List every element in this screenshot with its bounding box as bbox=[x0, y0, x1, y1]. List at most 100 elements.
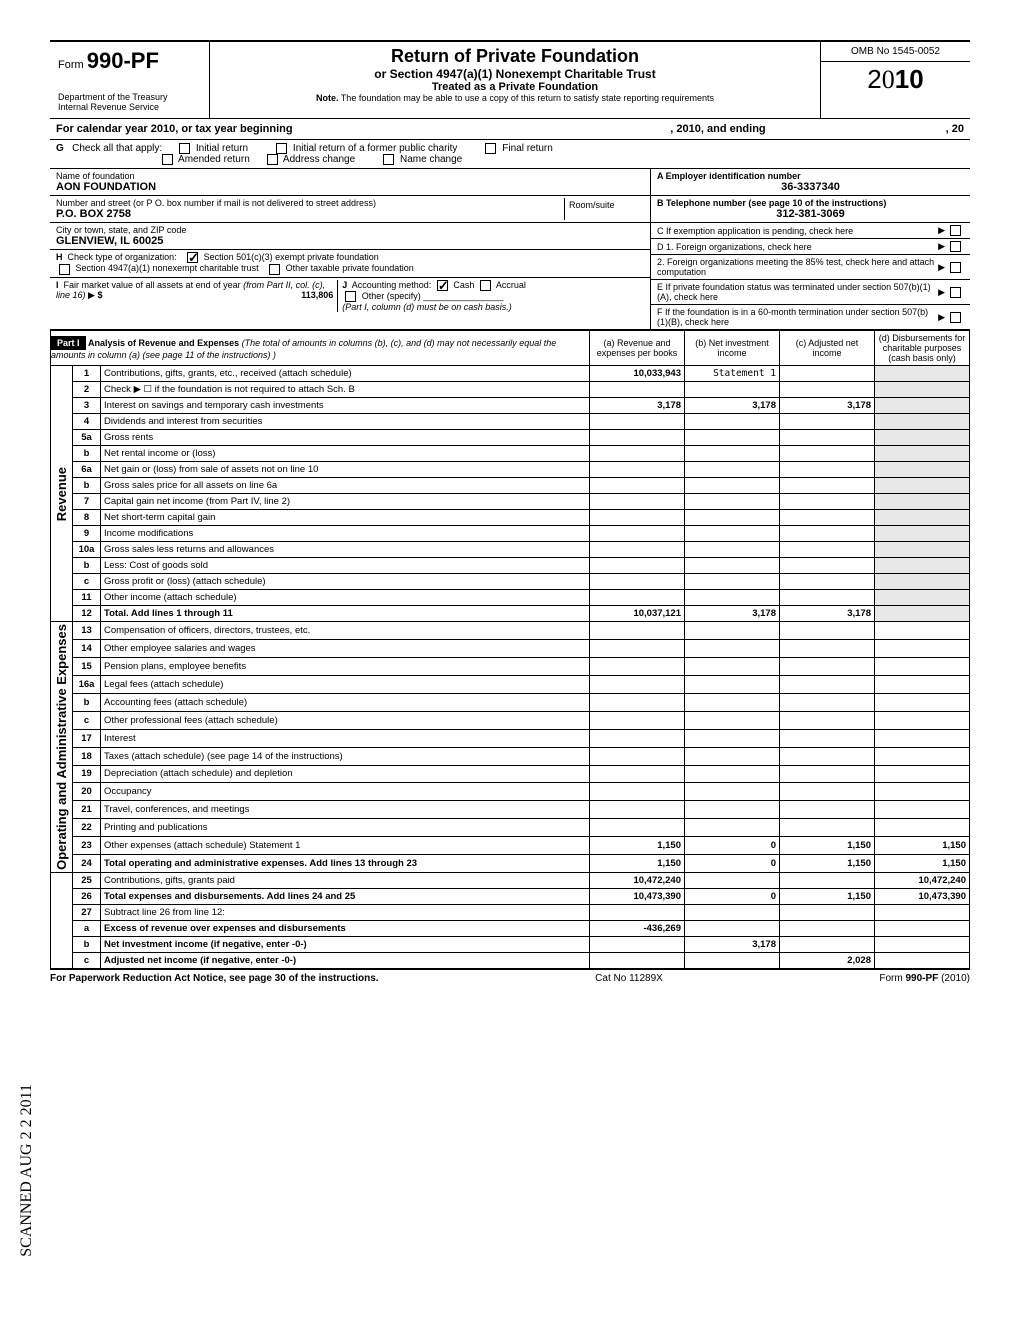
amount-b bbox=[685, 462, 780, 478]
line-desc: Subtract line 26 from line 12: bbox=[101, 905, 590, 921]
amount-c bbox=[780, 783, 875, 801]
amount-c bbox=[780, 921, 875, 937]
amount-b bbox=[685, 658, 780, 676]
amount-b bbox=[685, 510, 780, 526]
amount-d bbox=[875, 574, 970, 590]
amount-c: 2,028 bbox=[780, 953, 875, 969]
cb-address[interactable] bbox=[267, 154, 278, 165]
line-no: 14 bbox=[73, 640, 101, 658]
table-row: 14Other employee salaries and wages bbox=[51, 640, 970, 658]
line-no: 26 bbox=[73, 889, 101, 905]
title: Return of Private Foundation bbox=[218, 46, 812, 67]
cb-cash[interactable] bbox=[437, 280, 448, 291]
amount-b bbox=[685, 590, 780, 606]
line-desc: Adjusted net income (if negative, enter … bbox=[101, 953, 590, 969]
cb-c[interactable] bbox=[950, 225, 961, 236]
cb-name[interactable] bbox=[383, 154, 394, 165]
amount-a bbox=[590, 819, 685, 837]
form-number: 990-PF bbox=[87, 48, 159, 73]
amount-d bbox=[875, 494, 970, 510]
line-no: 9 bbox=[73, 526, 101, 542]
table-row: 10aGross sales less returns and allowanc… bbox=[51, 542, 970, 558]
line-no: 1 bbox=[73, 366, 101, 382]
amount-d bbox=[875, 801, 970, 819]
scanned-stamp: SCANNED AUG 2 2 2011 bbox=[18, 1084, 36, 1257]
amount-a: -436,269 bbox=[590, 921, 685, 937]
subtitle2: Treated as a Private Foundation bbox=[218, 81, 812, 93]
cb-d1[interactable] bbox=[950, 241, 961, 252]
cal-a: For calendar year 2010, or tax year begi… bbox=[56, 123, 293, 135]
amount-c bbox=[780, 693, 875, 711]
table-row: 5aGross rents bbox=[51, 430, 970, 446]
amount-b bbox=[685, 783, 780, 801]
footer-right: Form 990-PF (2010) bbox=[879, 973, 970, 984]
amount-a bbox=[590, 783, 685, 801]
section-j: J Accounting method: Cash Accrual Other … bbox=[338, 280, 644, 312]
cb-501c3[interactable] bbox=[187, 252, 198, 263]
amount-a bbox=[590, 414, 685, 430]
table-row: Operating and Administrative Expenses13C… bbox=[51, 622, 970, 640]
cb-accrual[interactable] bbox=[480, 280, 491, 291]
line-no: 11 bbox=[73, 590, 101, 606]
cb-amended[interactable] bbox=[162, 154, 173, 165]
header-left: Form 990-PF Department of the Treasury I… bbox=[50, 42, 210, 118]
section-h: H Check type of organization: Section 50… bbox=[50, 250, 650, 277]
name-label: Name of foundation bbox=[56, 171, 644, 181]
amount-c bbox=[780, 478, 875, 494]
cb-e[interactable] bbox=[950, 287, 961, 298]
amount-d bbox=[875, 430, 970, 446]
amount-c bbox=[780, 676, 875, 694]
amount-a bbox=[590, 953, 685, 969]
line-desc: Gross profit or (loss) (attach schedule) bbox=[101, 574, 590, 590]
amount-a bbox=[590, 590, 685, 606]
amount-c bbox=[780, 430, 875, 446]
amount-b bbox=[685, 765, 780, 783]
table-row: 15Pension plans, employee benefits bbox=[51, 658, 970, 676]
cb-final[interactable] bbox=[485, 143, 496, 154]
amount-d bbox=[875, 462, 970, 478]
fmv: 113,806 bbox=[301, 290, 333, 300]
amount-d bbox=[875, 783, 970, 801]
table-row: 24Total operating and administrative exp… bbox=[51, 855, 970, 873]
expenses-label: Operating and Administrative Expenses bbox=[54, 624, 69, 870]
amount-b bbox=[685, 446, 780, 462]
cb-other-method[interactable] bbox=[345, 291, 356, 302]
col-d: (d) Disbursements for charitable purpose… bbox=[875, 331, 970, 366]
line-desc: Excess of revenue over expenses and disb… bbox=[101, 921, 590, 937]
cb-d2[interactable] bbox=[950, 262, 961, 273]
table-row: Revenue1Contributions, gifts, grants, et… bbox=[51, 366, 970, 382]
line-desc: Other employee salaries and wages bbox=[101, 640, 590, 658]
addr: P.O. BOX 2758 bbox=[56, 208, 564, 220]
city-label: City or town, state, and ZIP code bbox=[56, 225, 644, 235]
amount-a bbox=[590, 765, 685, 783]
line-desc: Other professional fees (attach schedule… bbox=[101, 711, 590, 729]
line-desc: Net short-term capital gain bbox=[101, 510, 590, 526]
line-no: 8 bbox=[73, 510, 101, 526]
table-row: 6aNet gain or (loss) from sale of assets… bbox=[51, 462, 970, 478]
cb-4947[interactable] bbox=[59, 264, 70, 275]
cb-f[interactable] bbox=[950, 312, 961, 323]
line-no: b bbox=[73, 693, 101, 711]
line-desc: Capital gain net income (from Part IV, l… bbox=[101, 494, 590, 510]
line-no: b bbox=[73, 937, 101, 953]
amount-c bbox=[780, 801, 875, 819]
omb: OMB No 1545-0052 bbox=[821, 42, 970, 62]
amount-d bbox=[875, 658, 970, 676]
line-desc: Less: Cost of goods sold bbox=[101, 558, 590, 574]
amount-d: 10,472,240 bbox=[875, 873, 970, 889]
city: GLENVIEW, IL 60025 bbox=[56, 235, 644, 247]
amount-d: 1,150 bbox=[875, 855, 970, 873]
header: Form 990-PF Department of the Treasury I… bbox=[50, 42, 970, 119]
table-row: cGross profit or (loss) (attach schedule… bbox=[51, 574, 970, 590]
dept: Department of the Treasury Internal Reve… bbox=[58, 92, 201, 112]
cb-former[interactable] bbox=[276, 143, 287, 154]
amount-b bbox=[685, 494, 780, 510]
amount-d bbox=[875, 446, 970, 462]
table-row: cOther professional fees (attach schedul… bbox=[51, 711, 970, 729]
cb-initial[interactable] bbox=[179, 143, 190, 154]
e-label: E If private foundation status was termi… bbox=[657, 282, 936, 302]
cb-other-tax[interactable] bbox=[269, 264, 280, 275]
amount-d bbox=[875, 510, 970, 526]
amount-a bbox=[590, 382, 685, 398]
line-desc: Depreciation (attach schedule) and deple… bbox=[101, 765, 590, 783]
